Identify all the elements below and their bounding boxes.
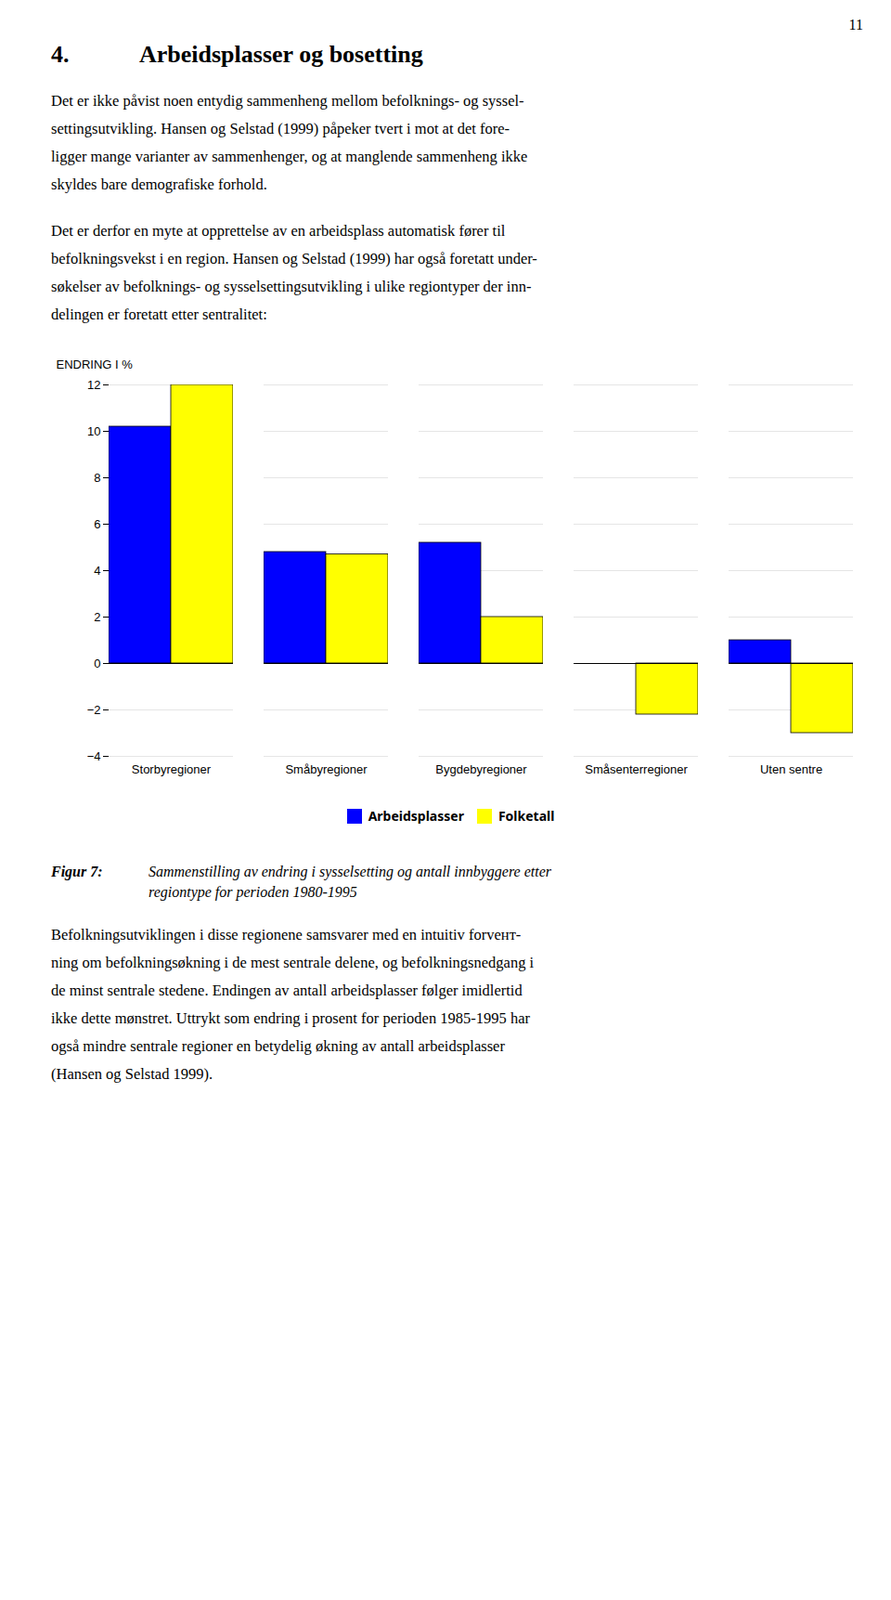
html-text:søkelser av befolknings- og sy: søkelser av befolknings- og sysselsettin…: [51, 277, 532, 296]
html-text:Arbeidsplasser: Arbeidsplasser: [368, 806, 464, 825]
html-text:Det er derfor en myte at oppre: Det er derfor en myte at opprettelse av …: [51, 221, 506, 240]
svg-text:ENDRING I %: ENDRING I %: [56, 357, 134, 372]
html-text:befolkningsvekst i en region.: befolkningsvekst i en region. Hansen og …: [51, 249, 538, 268]
html-text:Det er ikke påvist noen entydi: Det er ikke påvist noen entydig sammenhe…: [51, 91, 525, 110]
svg-text:Uten sentre: Uten sentre: [760, 761, 823, 776]
html-text:settingsutvikling. Hansen og S: settingsutvikling. Hansen og Selstad (19…: [51, 119, 510, 138]
svg-text:6: 6: [93, 516, 101, 531]
html-text:også mindre sentrale regioner: også mindre sentrale regioner en betydel…: [51, 1036, 505, 1055]
svg-text:10: 10: [87, 424, 101, 439]
svg-text:0: 0: [93, 656, 101, 671]
svg-text:12: 12: [87, 377, 101, 392]
html-text:(Hansen og Selstad 1999).: (Hansen og Selstad 1999).: [51, 1064, 213, 1083]
html-text:Arbeidsplasser og bosetting: Arbeidsplasser og bosetting: [139, 40, 424, 68]
svg-text:Bygdebyregioner: Bygdebyregioner: [435, 761, 528, 776]
html-text:skyldes bare demografiske forh: skyldes bare demografiske forhold.: [51, 175, 268, 194]
html-text:ning om befolkningsøkning i de: ning om befolkningsøkning i de mest sent…: [51, 953, 534, 971]
svg-text:−2: −2: [87, 702, 102, 717]
svg-text:−4: −4: [87, 748, 102, 763]
svg-text:Småbyregioner: Småbyregioner: [284, 761, 368, 776]
html-text:Sammenstilling av endring i sy: Sammenstilling av endring i sysselsettin…: [148, 863, 552, 879]
html-text:ligger mange varianter av samm: ligger mange varianter av sammenhenger, …: [51, 147, 528, 166]
svg-text:8: 8: [93, 470, 101, 485]
html-text:4.: 4.: [51, 40, 70, 68]
svg-text:Småsenterregioner: Småsenterregioner: [584, 761, 688, 776]
html-text:delingen er foretatt etter sen: delingen er foretatt etter sentralitet:: [51, 305, 268, 323]
html-text:de minst sentrale stedene. End: de minst sentrale stedene. Endingen av a…: [51, 981, 523, 999]
html-text:11: 11: [848, 16, 864, 33]
html-text:ikke dette mønstret. Uttrykt s: ikke dette mønstret. Uttrykt som endring…: [51, 1008, 530, 1027]
svg-text:Storbyregioner: Storbyregioner: [131, 761, 212, 776]
html-text:Folketall: Folketall: [498, 806, 555, 825]
html-text:regiontype for perioden 1980-1: regiontype for perioden 1980-1995: [148, 883, 358, 900]
svg-text:4: 4: [93, 563, 101, 578]
html-text:Befolkningsutviklingen i disse: Befolkningsutviklingen i disse regionene…: [51, 925, 521, 943]
svg-text:2: 2: [93, 609, 101, 624]
html-text:Figur 7:: Figur 7:: [51, 863, 103, 879]
